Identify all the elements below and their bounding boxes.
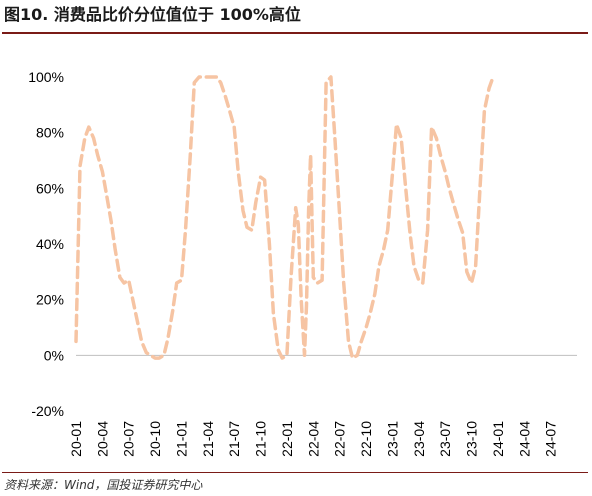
source-note: 资料来源：Wind，国投证券研究中心 (4, 478, 203, 492)
y-axis-ticks: -20% 0% 20% 40% 60% 80% 100% (28, 69, 64, 419)
x-tick-label: 23-10 (464, 421, 480, 457)
x-tick-label: 22-01 (279, 421, 295, 457)
x-tick-label: 21-04 (200, 421, 216, 457)
x-tick-label: 20-04 (94, 421, 110, 457)
x-tick-label: 21-10 (253, 421, 269, 457)
x-tick-label: 24-01 (490, 421, 506, 457)
y-tick-label: 100% (28, 69, 64, 85)
x-axis-ticks: 20-01 20-04 20-07 20-10 21-01 21-04 21-07 21-10… (68, 421, 559, 457)
x-tick-label: 23-04 (411, 421, 427, 457)
y-tick-label: 0% (44, 347, 64, 363)
x-tick-label: 21-01 (174, 421, 190, 457)
source-rule (2, 472, 588, 473)
y-tick-label: 60% (36, 180, 64, 196)
x-tick-label: 24-07 (543, 421, 559, 457)
x-tick-label: 23-07 (437, 421, 453, 457)
x-tick-label: 24-04 (516, 421, 532, 457)
x-tick-label: 20-10 (147, 421, 163, 457)
x-tick-label: 22-07 (332, 421, 348, 457)
title-rule (2, 32, 588, 34)
figure-title: 图10. 消费品比价分位值位于 100%高位 (4, 5, 301, 24)
y-tick-label: -20% (31, 403, 64, 419)
series-line (74, 75, 495, 360)
x-tick-label: 22-10 (358, 421, 374, 457)
x-tick-label: 21-07 (226, 421, 242, 457)
x-tick-label: 20-01 (68, 421, 84, 457)
y-tick-label: 20% (36, 292, 64, 308)
y-tick-label: 80% (36, 125, 64, 141)
line-chart: -20%0%20%40%60%80%100% 20-01 20-04 20-07 20… (28, 69, 577, 457)
y-tick-label: 40% (36, 236, 64, 252)
x-tick-label: 22-04 (305, 421, 321, 457)
x-tick-label: 23-01 (384, 421, 400, 457)
x-tick-label: 20-07 (121, 421, 137, 457)
